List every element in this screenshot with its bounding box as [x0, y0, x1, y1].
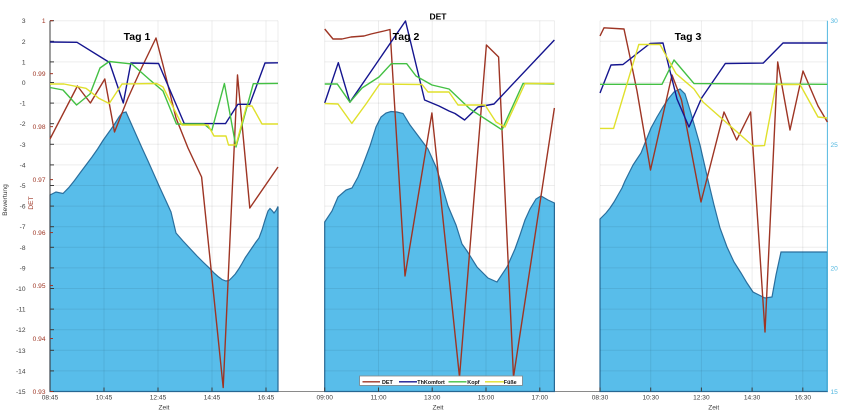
svg-text:17:00: 17:00	[532, 395, 549, 402]
svg-text:0: 0	[22, 80, 26, 87]
svg-text:DET: DET	[430, 12, 448, 22]
svg-text:-15: -15	[16, 389, 26, 396]
svg-text:16:45: 16:45	[258, 395, 275, 402]
svg-text:14:30: 14:30	[744, 395, 761, 402]
svg-text:08:45: 08:45	[42, 395, 59, 402]
svg-text:Füße: Füße	[504, 380, 517, 386]
svg-text:-7: -7	[20, 224, 26, 231]
svg-text:0.98: 0.98	[33, 124, 46, 131]
svg-text:0.95: 0.95	[33, 283, 46, 290]
svg-text:Tag 3: Tag 3	[675, 31, 702, 43]
svg-text:-3: -3	[20, 142, 26, 149]
svg-text:ThKomfort: ThKomfort	[417, 380, 445, 386]
svg-text:-12: -12	[16, 327, 26, 334]
svg-text:Zeit: Zeit	[159, 405, 170, 412]
svg-text:10:45: 10:45	[96, 395, 113, 402]
svg-text:Kopf: Kopf	[467, 380, 479, 386]
svg-text:12:45: 12:45	[150, 395, 167, 402]
svg-text:09:00: 09:00	[316, 395, 333, 402]
svg-text:DET: DET	[382, 380, 393, 386]
svg-text:10:30: 10:30	[642, 395, 659, 402]
svg-text:-10: -10	[16, 286, 26, 293]
svg-text:0.97: 0.97	[33, 177, 46, 184]
svg-text:-4: -4	[20, 162, 26, 169]
svg-text:08:30: 08:30	[592, 395, 609, 402]
svg-text:2: 2	[22, 39, 26, 46]
svg-text:30: 30	[831, 18, 839, 25]
svg-text:12:30: 12:30	[693, 395, 710, 402]
svg-text:DET: DET	[28, 196, 35, 209]
svg-text:-1: -1	[20, 101, 26, 108]
svg-text:0.93: 0.93	[33, 389, 46, 396]
svg-text:-14: -14	[16, 368, 26, 375]
svg-text:13:00: 13:00	[424, 395, 441, 402]
svg-text:-8: -8	[20, 245, 26, 252]
svg-text:-6: -6	[20, 204, 26, 211]
svg-text:-11: -11	[16, 307, 25, 314]
svg-text:25: 25	[831, 142, 839, 149]
svg-text:14:45: 14:45	[204, 395, 221, 402]
svg-text:15:00: 15:00	[478, 395, 495, 402]
svg-text:16:30: 16:30	[795, 395, 812, 402]
svg-text:15: 15	[831, 389, 839, 396]
svg-text:1: 1	[42, 18, 46, 25]
svg-text:0.94: 0.94	[33, 336, 46, 343]
svg-text:3: 3	[22, 18, 26, 25]
svg-text:-13: -13	[16, 348, 26, 355]
svg-text:-2: -2	[20, 121, 26, 128]
svg-text:-5: -5	[20, 183, 26, 190]
svg-text:Tag 2: Tag 2	[393, 31, 420, 43]
svg-text:Zeit: Zeit	[708, 405, 719, 412]
svg-text:Tag 1: Tag 1	[124, 31, 151, 43]
svg-text:11:00: 11:00	[370, 395, 386, 402]
svg-text:1: 1	[22, 59, 26, 66]
svg-text:-9: -9	[20, 265, 26, 272]
svg-text:0.96: 0.96	[33, 230, 46, 237]
svg-text:0.99: 0.99	[33, 71, 46, 78]
svg-text:20: 20	[831, 265, 839, 272]
svg-text:Bewertung: Bewertung	[2, 184, 9, 216]
svg-text:Zeit: Zeit	[433, 405, 444, 412]
